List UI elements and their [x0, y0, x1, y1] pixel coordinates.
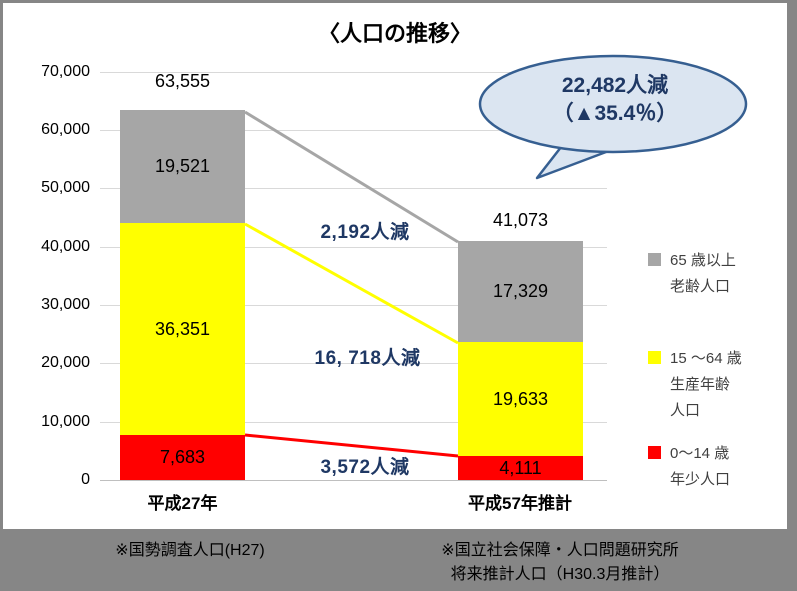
annotation-working-decrease: 16, 718人減 [314, 348, 421, 369]
gridline-20000 [100, 363, 607, 364]
bar1-elderly-value: 19,521 [154, 156, 211, 176]
x-axis-line [100, 480, 607, 481]
footer-note-projection: ※国立社会保障・人口問題研究所 将来推計人口（H30.3月推計） [441, 542, 679, 583]
legend-item-working: 15 ～64 歳 生産年齢 人口 [648, 346, 742, 424]
bar2-total-label: 41,073 [492, 210, 549, 230]
legend-label-working: 15 ～64 歳 生産年齢 人口 [670, 350, 742, 419]
legend-swatch-elderly [648, 253, 661, 266]
xtick-heisei57: 平成57年推計 [468, 494, 572, 513]
bar1-segment-elderly: 19,521 [120, 110, 245, 223]
gridline-70000 [100, 72, 607, 73]
legend-item-young: 0～14 歳 年少人口 [648, 441, 730, 493]
footer-note-census: ※国勢調査人口(H27) [115, 542, 265, 559]
bar2-segment-young: 4,111 [458, 456, 583, 480]
bar1-segment-working: 36,351 [120, 223, 245, 435]
ytick-60000: 60,000 [41, 121, 90, 138]
annotation-young-decrease: 3,572人減 [320, 457, 410, 478]
bar2-young-value: 4,111 [499, 457, 542, 478]
callout-line2: （▲35.4％） [552, 102, 678, 125]
chart-title: 〈人口の推移〉 [317, 21, 472, 46]
callout-bubble-text: 22,482人減 （▲35.4％） [495, 72, 735, 128]
xtick-heisei27: 平成27年 [147, 494, 218, 513]
bar2-working-value: 19,633 [492, 388, 549, 409]
bar1-working-value: 36,351 [154, 318, 211, 339]
legend-swatch-young [648, 446, 661, 459]
annotation-elderly-decrease: 2,192人減 [320, 222, 410, 243]
legend-label-elderly: 65 歳以上 老齢人口 [670, 252, 736, 295]
ytick-40000: 40,000 [41, 238, 90, 255]
bar2-elderly-value: 17,329 [492, 281, 549, 301]
bar1-total-label: 63,555 [154, 71, 211, 91]
legend-label-young: 0～14 歳 年少人口 [670, 445, 731, 488]
ytick-70000: 70,000 [41, 63, 90, 80]
ytick-50000: 50,000 [41, 179, 90, 196]
bar1-segment-young: 7,683 [120, 435, 245, 480]
ytick-0: 0 [81, 471, 90, 488]
ytick-30000: 30,000 [41, 296, 90, 313]
bar2-segment-elderly: 17,329 [458, 241, 583, 342]
ytick-10000: 10,000 [41, 413, 90, 430]
ytick-20000: 20,000 [41, 354, 90, 371]
callout-line1: 22,482人減 [561, 74, 669, 97]
gridline-10000 [100, 422, 607, 423]
bar1-young-value: 7,683 [159, 447, 206, 467]
legend-item-elderly: 65 歳以上 老齢人口 [648, 248, 736, 300]
bar2-segment-working: 19,633 [458, 342, 583, 456]
legend-swatch-working [648, 351, 661, 364]
